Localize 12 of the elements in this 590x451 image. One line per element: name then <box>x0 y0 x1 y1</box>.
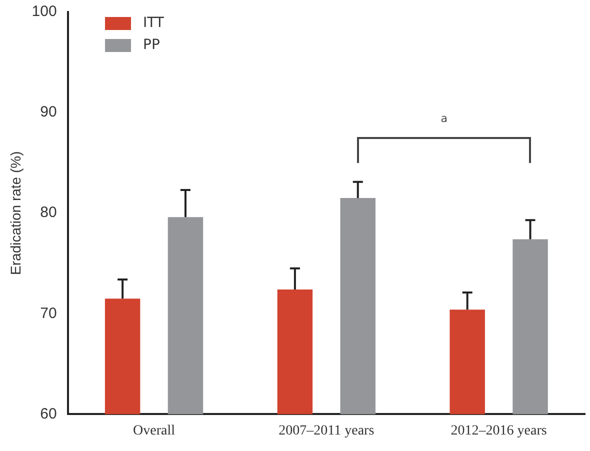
legend-label: ITT <box>143 15 164 31</box>
y-tick-label: 60 <box>40 405 57 422</box>
annotation: a <box>440 112 448 126</box>
x-tick-label: 2007–2011 years <box>278 423 374 438</box>
legend-label: PP <box>143 37 160 53</box>
y-tick-label: 70 <box>40 304 57 322</box>
y-tick-label: 90 <box>40 104 57 121</box>
y-tick-label: 80 <box>40 204 57 222</box>
y-tick-label: 100 <box>32 3 57 20</box>
x-tick-label: Overall <box>133 423 176 438</box>
x-tick-label: 2012–2016 years <box>450 423 547 438</box>
y-axis-title: Eradication rate (%) <box>7 151 24 275</box>
